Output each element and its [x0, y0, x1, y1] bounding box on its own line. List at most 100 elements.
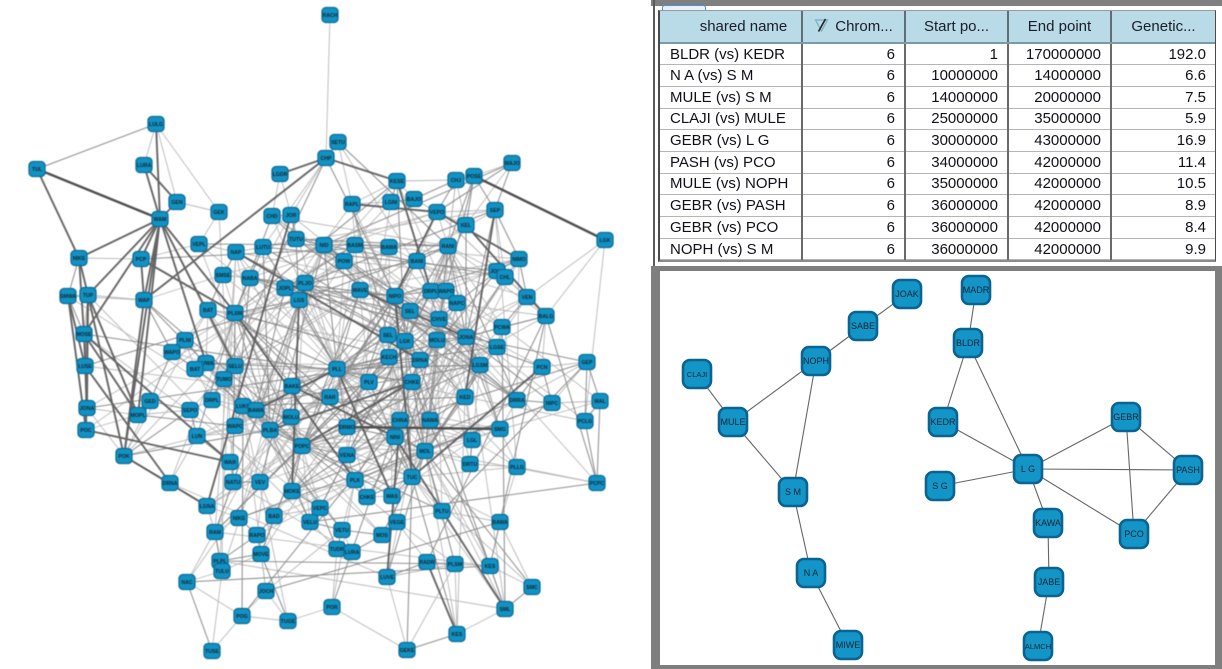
svg-text:KES: KES — [485, 564, 496, 570]
svg-text:WAJO: WAJO — [504, 161, 519, 167]
svg-text:WAVE: WAVE — [353, 288, 368, 294]
svg-text:BAJO: BAJO — [407, 197, 421, 203]
svg-text:PLSM: PLSM — [448, 562, 462, 568]
svg-text:VENA: VENA — [340, 453, 355, 459]
svg-text:GEBR: GEBR — [1113, 412, 1139, 422]
svg-text:LUN: LUN — [192, 434, 203, 440]
svg-text:SMSE: SMSE — [216, 273, 231, 279]
svg-text:NINI: NINI — [390, 435, 401, 441]
svg-text:WAM: WAM — [154, 217, 167, 223]
svg-text:LURA: LURA — [137, 163, 152, 169]
svg-text:MADR: MADR — [963, 285, 990, 295]
svg-text:PCO: PCO — [1124, 529, 1144, 539]
svg-text:RAPL: RAPL — [345, 202, 360, 208]
svg-text:RAM: RAM — [209, 530, 221, 536]
svg-text:TUL: TUL — [32, 167, 43, 173]
svg-text:LUTU: LUTU — [256, 245, 270, 251]
svg-text:PLPL: PLPL — [213, 559, 227, 565]
svg-text:SMC: SMC — [526, 585, 538, 591]
svg-text:CHL: CHL — [500, 275, 511, 281]
svg-text:LURA: LURA — [345, 550, 360, 556]
svg-text:SML: SML — [500, 607, 512, 613]
svg-text:S G: S G — [932, 481, 948, 491]
svg-text:GEP: GEP — [582, 360, 593, 366]
svg-text:DRNA: DRNA — [163, 481, 178, 487]
svg-text:PLV: PLV — [364, 380, 374, 386]
svg-text:GED: GED — [144, 399, 155, 405]
svg-text:PLNI: PLNI — [179, 338, 191, 344]
svg-text:VETU: VETU — [335, 528, 349, 534]
svg-text:NIPC: NIPC — [546, 401, 559, 407]
svg-text:JOR: JOR — [286, 213, 297, 219]
svg-text:TUDR: TUDR — [330, 547, 345, 553]
svg-text:N A: N A — [804, 568, 819, 578]
svg-text:BAKE: BAKE — [285, 384, 300, 390]
svg-text:LGSM: LGSM — [473, 363, 488, 369]
svg-text:LGNA: LGNA — [200, 504, 215, 510]
svg-text:PLLG: PLLG — [510, 465, 524, 471]
svg-text:PCWA: PCWA — [494, 325, 510, 331]
svg-text:NIPO: NIPO — [389, 294, 402, 300]
svg-text:SMWA: SMWA — [60, 294, 76, 300]
svg-text:DRTU: DRTU — [463, 462, 478, 468]
svg-text:WAPC: WAPC — [227, 424, 243, 430]
svg-text:KES: KES — [452, 632, 463, 638]
svg-text:MOLU: MOLU — [429, 338, 445, 344]
svg-text:POR: POR — [326, 605, 337, 611]
svg-text:DRPL: DRPL — [424, 289, 439, 295]
svg-text:LGSE: LGSE — [490, 345, 505, 351]
svg-text:NATU: NATU — [226, 480, 240, 486]
svg-text:DRNA: DRNA — [413, 358, 428, 364]
svg-text:SEPO: SEPO — [183, 408, 197, 414]
svg-text:CHJ: CHJ — [451, 178, 461, 184]
svg-text:BLDR: BLDR — [956, 338, 981, 348]
svg-text:JABE: JABE — [1038, 577, 1061, 587]
svg-text:CHKE: CHKE — [360, 495, 375, 501]
svg-text:BANI: BANI — [411, 259, 424, 265]
svg-text:SELU: SELU — [228, 364, 242, 370]
svg-text:KESE: KESE — [390, 179, 405, 185]
svg-text:KEDR: KEDR — [930, 417, 956, 427]
svg-text:LGL: LGL — [467, 438, 478, 444]
svg-text:LUSE: LUSE — [78, 364, 92, 370]
svg-text:TUMO: TUMO — [216, 377, 231, 383]
svg-text:POSE: POSE — [467, 174, 482, 180]
svg-text:DRRA: DRRA — [510, 398, 525, 404]
svg-text:CLAJI: CLAJI — [687, 370, 707, 379]
svg-text:BAT: BAT — [190, 367, 201, 373]
svg-text:RAR: RAR — [324, 395, 335, 401]
svg-text:VEN: VEN — [522, 295, 533, 301]
svg-text:PLTU: PLTU — [435, 509, 448, 515]
svg-text:TUSE: TUSE — [205, 649, 219, 655]
svg-text:SEP: SEP — [490, 208, 501, 214]
svg-text:VEPO: VEPO — [430, 210, 444, 216]
svg-text:MULE: MULE — [720, 417, 745, 427]
svg-text:PLBA: PLBA — [263, 428, 277, 434]
svg-text:WAP: WAP — [138, 298, 150, 304]
svg-text:PCLG: PCLG — [578, 419, 592, 425]
svg-text:CHD: CHD — [266, 214, 277, 220]
svg-text:SABE: SABE — [851, 321, 875, 331]
svg-text:VELU: VELU — [303, 520, 317, 526]
svg-text:MOS: MOS — [376, 533, 388, 539]
svg-text:DRPL: DRPL — [205, 398, 220, 404]
svg-text:VEPC: VEPC — [313, 506, 327, 512]
svg-text:NAC: NAC — [181, 580, 192, 586]
svg-text:PLJO: PLJO — [298, 281, 312, 287]
svg-text:NID: NID — [320, 243, 329, 249]
svg-text:RANI: RANI — [442, 244, 455, 250]
svg-text:WAPO: WAPO — [164, 350, 180, 356]
svg-text:SETU: SETU — [331, 140, 345, 146]
svg-text:L G: L G — [1021, 464, 1035, 474]
svg-text:SEL: SEL — [383, 333, 394, 339]
svg-text:POPC: POPC — [295, 444, 310, 450]
svg-text:POW: POW — [338, 259, 350, 265]
svg-text:TUGE: TUGE — [281, 619, 296, 625]
svg-text:MOPL: MOPL — [131, 413, 147, 419]
svg-text:LGS: LGS — [294, 298, 305, 304]
svg-text:LUVE: LUVE — [380, 575, 394, 581]
svg-text:POK: POK — [118, 454, 129, 460]
svg-text:MIWE: MIWE — [836, 640, 861, 650]
svg-text:CHP: CHP — [321, 156, 332, 162]
svg-text:RADR: RADR — [420, 560, 435, 566]
